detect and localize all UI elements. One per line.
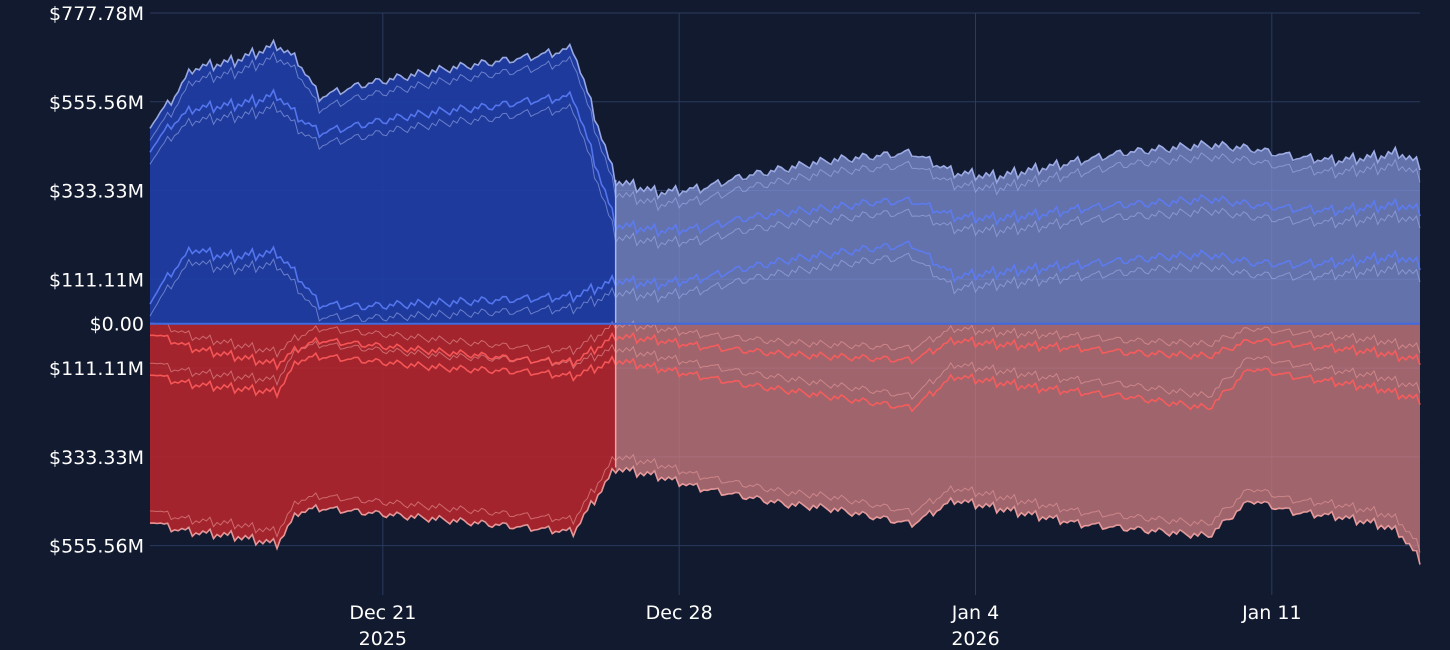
x-tick-label: Dec 21 xyxy=(349,602,416,624)
long-series-line xyxy=(149,240,1421,311)
long-area-group xyxy=(149,38,1421,324)
x-axis: Dec 21 2025 Dec 28 Jan 4 2026 Jan 11 xyxy=(349,590,1302,650)
short-series-line xyxy=(149,464,1421,565)
y-tick-label: $555.56M xyxy=(49,92,144,114)
long-area-fill-left xyxy=(150,39,616,324)
y-axis: $777.78M $555.56M $333.33M $111.11M $0.00 $11… xyxy=(49,3,144,558)
short-series-line xyxy=(150,331,1421,371)
y-tick-label: $555.56M xyxy=(49,536,144,558)
long-series-line xyxy=(149,38,1421,201)
short-area-fill-left xyxy=(150,323,616,551)
long-series-line xyxy=(149,88,1421,238)
y-tick-label: $333.33M xyxy=(49,181,144,203)
x-tick-label: Dec 28 xyxy=(646,602,713,624)
long-series-line xyxy=(149,252,1421,322)
x-tick-label: Jan 4 xyxy=(951,602,999,624)
y-tick-label: $333.33M xyxy=(49,447,144,469)
y-tick-label: $0.00 xyxy=(90,314,144,336)
long-series-line xyxy=(149,100,1421,250)
x-tick-year-label: 2025 xyxy=(359,628,407,650)
short-area-group xyxy=(149,320,1421,567)
short-series-line xyxy=(149,351,1421,413)
long-series-line xyxy=(149,51,1421,212)
y-tick-label: $111.11M xyxy=(49,269,144,291)
short-series-line xyxy=(150,320,1421,359)
short-series-line xyxy=(149,340,1421,401)
long-area-fill-right xyxy=(615,139,1420,324)
x-tick-year-label: 2026 xyxy=(951,628,999,650)
y-tick-label: $111.11M xyxy=(49,358,144,380)
y-tick-label: $777.78M xyxy=(49,3,144,25)
short-series-line xyxy=(149,453,1421,553)
x-tick-label: Jan 11 xyxy=(1241,602,1302,624)
